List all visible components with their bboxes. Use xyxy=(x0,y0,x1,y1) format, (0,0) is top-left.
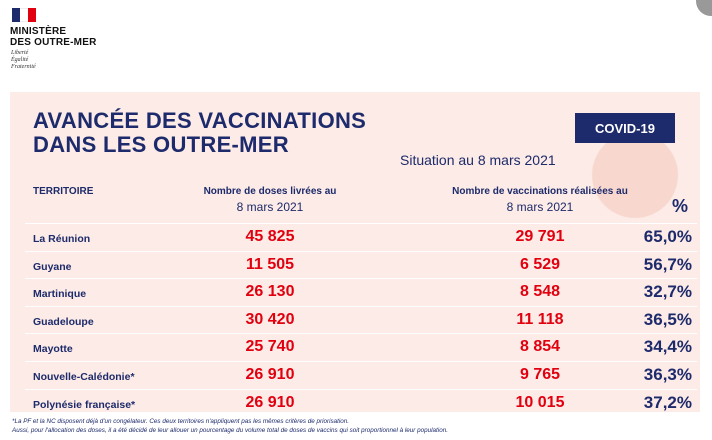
doses: 45 825 xyxy=(245,228,295,245)
motto: Fraternité xyxy=(11,64,36,70)
column-header: TERRITOIRE xyxy=(33,186,94,197)
territory: Mayotte xyxy=(33,343,73,356)
vaccinations: 11 118 xyxy=(516,310,564,328)
vaccinations: 9 765 xyxy=(519,366,561,383)
footnote: Aussi, pour l'allocation des doses, il a… xyxy=(12,427,448,434)
row-separator xyxy=(25,333,697,335)
percent: 56,7% xyxy=(643,254,692,274)
doses: 25 740 xyxy=(245,338,295,356)
title: DANS LES OUTRE-MER xyxy=(33,132,289,157)
territory: Martinique xyxy=(33,288,87,301)
row-separator xyxy=(25,278,697,280)
row-separator xyxy=(25,305,697,307)
column-header: % xyxy=(672,196,689,216)
territory: Polynésie française* xyxy=(33,398,136,411)
territory: Guyane xyxy=(33,260,72,273)
motto: Liberté xyxy=(11,50,29,56)
doses: 26 910 xyxy=(245,366,295,383)
row-separator xyxy=(25,361,697,362)
badge: COVID-19 xyxy=(575,113,675,143)
column-header: Nombre de vaccinations réalisées au xyxy=(452,186,628,197)
title: AVANCÉE DES VACCINATIONS xyxy=(33,108,367,133)
territory: Guadeloupe xyxy=(33,315,94,328)
column-header: 8 mars 2021 xyxy=(236,200,304,214)
decor xyxy=(696,0,712,16)
ministry: DES OUTRE-MER xyxy=(10,37,97,48)
column-header: 8 mars 2021 xyxy=(506,200,574,214)
row-separator xyxy=(25,388,697,390)
footnote: *La PF et la NC disposent déjà d'un cong… xyxy=(12,418,350,425)
motto: Égalité xyxy=(11,57,29,63)
column-header: Nombre de doses livrées au xyxy=(203,186,337,197)
vaccinations: 29 791 xyxy=(515,228,565,245)
percent: 34,4% xyxy=(643,337,692,357)
vaccinations: 10 015 xyxy=(515,393,565,411)
ministry: MINISTÈRE xyxy=(10,26,67,37)
subtitle-date: 8 mars 2021 xyxy=(477,152,556,168)
subtitle: Situation au 8 mars 2021 xyxy=(400,152,556,168)
percent: 37,2% xyxy=(643,392,692,412)
subtitle-text: Situation au xyxy=(400,152,474,168)
percent: 36,3% xyxy=(643,365,692,384)
vaccinations: 8 548 xyxy=(519,283,561,301)
percent: 65,0% xyxy=(643,227,692,246)
percent: 36,5% xyxy=(643,309,692,329)
doses: 26 910 xyxy=(245,393,295,411)
territory: La Réunion xyxy=(33,233,91,245)
row-separator xyxy=(25,223,697,224)
doses: 11 505 xyxy=(245,255,295,273)
percent: 32,7% xyxy=(643,282,692,302)
doses: 26 130 xyxy=(245,283,295,301)
vaccinations: 8 854 xyxy=(519,338,561,356)
territory: Nouvelle-Calédonie* xyxy=(33,371,135,383)
doses: 30 420 xyxy=(245,310,295,328)
flag xyxy=(12,8,36,22)
row-separator xyxy=(25,250,697,252)
vaccinations: 6 529 xyxy=(519,255,561,273)
